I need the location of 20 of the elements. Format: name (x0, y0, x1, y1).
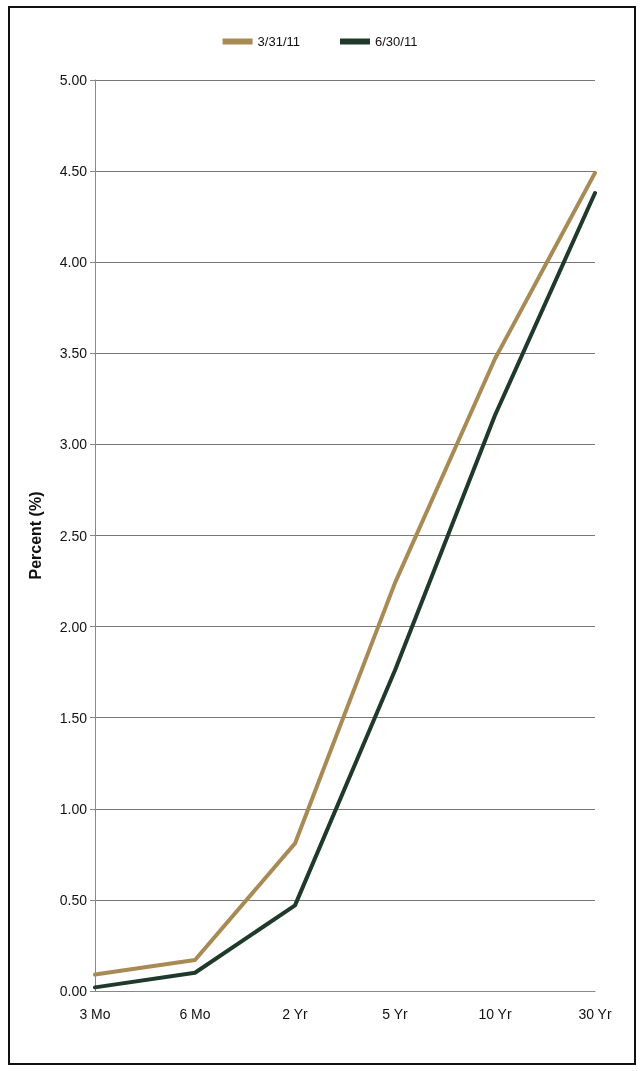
y-tick-label: 4.50 (59, 163, 88, 180)
y-tick-label: 0.50 (59, 891, 88, 908)
x-tick-label: 6 Mo (179, 1006, 211, 1022)
y-tick-label: 0.00 (59, 983, 88, 999)
y-tick-label: 3.50 (59, 345, 88, 362)
y-tick-label: 3.00 (59, 436, 88, 453)
y-tick-label: 4.00 (59, 254, 88, 271)
x-tick-label: 5 Yr (382, 1006, 409, 1022)
y-tick-label: 1.50 (59, 709, 88, 726)
x-tick-label: 2 Yr (282, 1006, 309, 1022)
y-axis-title: Percent (%) (26, 491, 44, 580)
y-tick-label: 2.00 (59, 618, 88, 635)
x-tick-label: 3 Mo (79, 1006, 111, 1022)
x-tick-label: 10 Yr (478, 1006, 512, 1022)
y-tick-label: 1.00 (59, 800, 88, 817)
y-tick-label: 2.50 (59, 527, 88, 544)
y-tick-label: 5.00 (59, 72, 88, 88)
x-tick-label: 30 Yr (578, 1006, 612, 1022)
legend-label: 3/31/11 (257, 34, 301, 49)
legend-label: 6/30/11 (375, 34, 418, 49)
